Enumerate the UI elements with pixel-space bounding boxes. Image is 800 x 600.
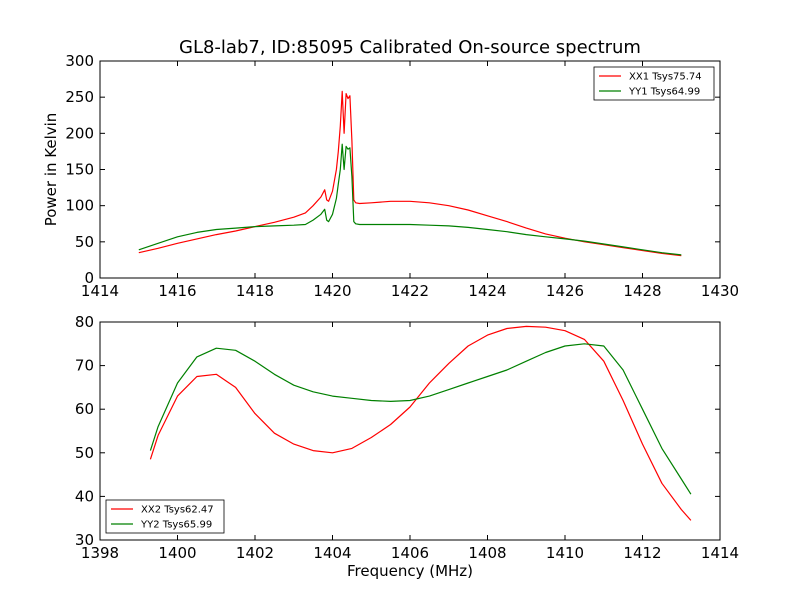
x-tick-label: 1406	[391, 544, 429, 562]
bottom-spectrum-plot: 1398 1400 1402 1404 1406 1408 1410 1412 1414 30 40…	[75, 313, 739, 580]
y-tick-label: 40	[75, 487, 94, 505]
legend-label: YY2 Tsys65.99	[140, 520, 212, 531]
x-tick-label: 1408	[468, 544, 506, 562]
x-axis-label: Frequency (MHz)	[347, 562, 473, 580]
x-tick-label: 1420	[313, 282, 351, 300]
series-line	[138, 90, 682, 257]
y-tick-label: 0	[84, 269, 94, 287]
x-tick-label: 1426	[546, 282, 584, 300]
x-tick-label: 1424	[468, 282, 506, 300]
series-line	[149, 343, 692, 495]
x-tick-label: 1422	[391, 282, 429, 300]
legend-label: XX2 Tsys62.47	[141, 505, 214, 516]
legend-label: YY1 Tsys64.99	[628, 87, 700, 98]
y-tick-label: 150	[65, 161, 94, 179]
y-tick-label: 50	[75, 233, 94, 251]
y-tick-label: 200	[65, 124, 94, 142]
x-tick-label: 1410	[546, 544, 584, 562]
y-axis-label: Power in Kelvin	[42, 113, 60, 227]
x-tick-label: 1402	[236, 544, 274, 562]
series-line	[149, 325, 692, 521]
x-tick-label: 1428	[623, 282, 661, 300]
y-tick-label: 80	[75, 313, 94, 331]
x-tick-label: 1418	[236, 282, 274, 300]
x-tick-label: 1416	[158, 282, 196, 300]
series-line	[138, 143, 682, 256]
x-tick-label: 1412	[623, 544, 661, 562]
x-tick-label: 1414	[701, 544, 739, 562]
y-tick-label: 70	[75, 357, 94, 375]
y-tick-label: 30	[75, 531, 94, 549]
top-spectrum-plot: 1414 1416 1418 1420 1422 1424 1426 1428 1430 0 50 1…	[42, 52, 739, 300]
y-tick-label: 300	[65, 52, 94, 70]
y-tick-label: 100	[65, 197, 94, 215]
x-tick-label: 1430	[701, 282, 739, 300]
x-tick-label: 1400	[158, 544, 196, 562]
x-tick-label: 1414	[81, 282, 119, 300]
y-tick-label: 50	[75, 444, 94, 462]
x-tick-label: 1398	[81, 544, 119, 562]
x-tick-label: 1404	[313, 544, 351, 562]
legend-box	[105, 499, 225, 534]
y-tick-label: 250	[65, 88, 94, 106]
legend-label: XX1 Tsys75.74	[629, 72, 702, 83]
y-tick-label: 60	[75, 400, 94, 418]
legend-box	[593, 66, 715, 101]
chart-title: GL8-lab7, ID:85095 Calibrated On-source …	[179, 37, 641, 58]
